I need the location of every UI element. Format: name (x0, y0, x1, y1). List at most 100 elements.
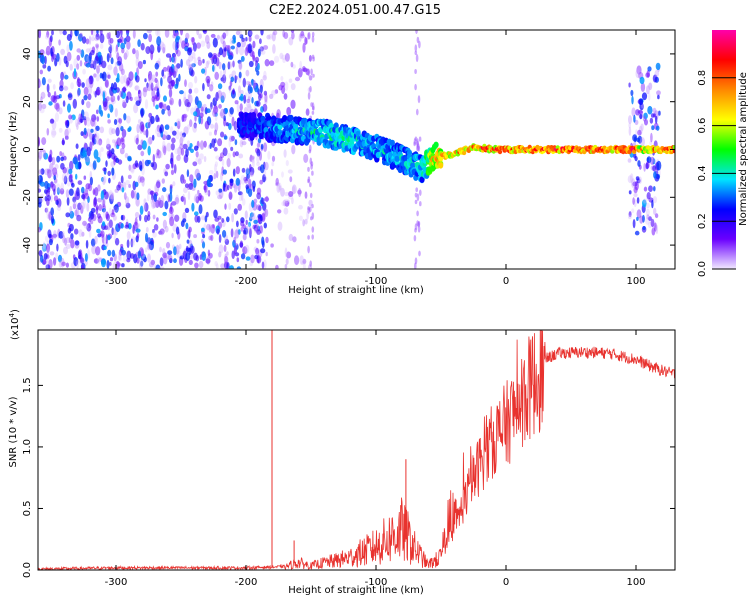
noise-cell (247, 173, 250, 183)
noise-cell (214, 113, 218, 122)
noise-cell (271, 155, 276, 162)
noise-cell (165, 134, 171, 140)
noise-cell (74, 240, 80, 246)
noise-cell (125, 30, 130, 34)
noise-cell (207, 249, 211, 257)
noise-cell (218, 104, 222, 109)
noise-cell (187, 93, 191, 99)
noise-cell (113, 66, 118, 76)
noise-cell (642, 199, 647, 208)
noise-cell (234, 100, 239, 105)
noise-cell (99, 126, 105, 134)
noise-cell (196, 172, 202, 181)
noise-cell (71, 114, 76, 121)
noise-cell (80, 201, 85, 210)
noise-cell (87, 93, 92, 101)
noise-cell (129, 165, 135, 173)
noise-cell (59, 151, 63, 157)
noise-cell (179, 136, 184, 146)
noise-cell (249, 86, 253, 94)
noise-cell (97, 184, 101, 192)
signal-cell (419, 176, 425, 183)
noise-cell (631, 95, 634, 105)
noise-cell (119, 147, 125, 155)
noise-cell (68, 237, 72, 244)
noise-cell (655, 125, 660, 131)
noise-cell (79, 32, 83, 39)
noise-cell (263, 222, 267, 229)
noise-cell (90, 49, 95, 56)
noise-cell (102, 221, 106, 227)
y-tick-label: 20 (22, 95, 33, 108)
noise-cell (42, 64, 47, 69)
noise-cell (109, 261, 112, 266)
noise-cell (96, 30, 99, 34)
noise-cell (45, 34, 50, 40)
noise-cell (201, 239, 204, 244)
noise-cell (111, 128, 116, 135)
noise-cell (143, 32, 148, 40)
noise-cell (281, 54, 287, 60)
noise-cell (169, 216, 175, 227)
noise-cell (206, 41, 211, 49)
noise-cell (204, 120, 210, 130)
noise-cell (227, 44, 231, 54)
noise-cell (223, 244, 227, 252)
noise-cell (307, 178, 310, 184)
noise-cell (85, 156, 90, 163)
noise-cell (161, 43, 166, 52)
colorbar-gradient (712, 30, 736, 269)
noise-cell (248, 178, 252, 189)
noise-cell (647, 105, 653, 115)
noise-cell (176, 63, 181, 69)
y-tick-label: 0.0 (22, 562, 33, 578)
noise-cell (222, 147, 228, 157)
noise-cell (187, 190, 191, 201)
noise-cell (217, 52, 221, 58)
noise-cell (83, 111, 89, 119)
noise-cell (182, 113, 188, 119)
noise-cell (308, 75, 313, 81)
noise-cell (244, 244, 250, 254)
noise-cell (294, 255, 300, 266)
noise-cell (185, 222, 189, 230)
noise-cell (76, 63, 80, 70)
noise-cell (218, 61, 222, 70)
noise-cell (226, 158, 231, 168)
noise-cell (188, 182, 194, 190)
noise-cell (77, 180, 83, 186)
noise-cell (639, 215, 644, 224)
noise-cell (645, 161, 650, 169)
noise-cell (247, 105, 253, 114)
noise-cell (416, 145, 419, 152)
noise-cell (44, 180, 49, 190)
noise-cell (79, 50, 82, 55)
noise-cell (74, 118, 79, 128)
noise-cell (643, 112, 648, 120)
noise-cell (207, 178, 211, 188)
noise-cell (166, 142, 172, 152)
noise-cell (100, 230, 105, 238)
noise-cell (643, 163, 646, 172)
noise-cell (225, 255, 228, 263)
noise-cell (150, 197, 154, 205)
spectrogram-y-label: Frequency (Hz) (8, 111, 19, 187)
noise-cell (112, 261, 118, 269)
noise-cell (148, 70, 153, 81)
noise-cell (78, 161, 82, 170)
noise-cell (105, 96, 110, 102)
noise-cell (172, 130, 177, 136)
noise-cell (631, 208, 635, 213)
noise-cell (53, 174, 56, 181)
noise-cell (650, 132, 653, 143)
noise-cell (155, 199, 160, 208)
noise-cell (98, 55, 102, 65)
noise-cell (76, 48, 81, 53)
noise-cell (68, 188, 74, 196)
noise-cell (41, 77, 46, 86)
noise-cell (71, 182, 75, 188)
noise-cell (202, 58, 205, 64)
noise-cell (126, 80, 130, 87)
noise-cell (226, 262, 230, 269)
noise-cell (83, 142, 87, 151)
